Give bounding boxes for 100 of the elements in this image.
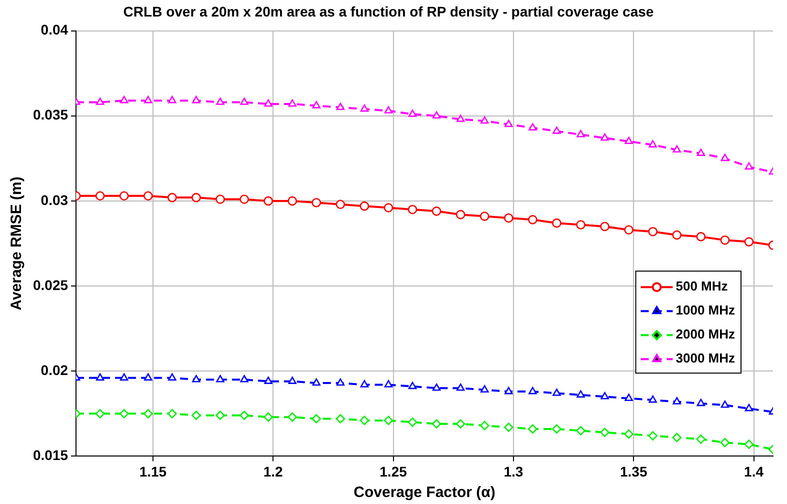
point: [360, 416, 370, 426]
point: [576, 220, 586, 230]
point: [288, 376, 296, 384]
point: [216, 98, 224, 105]
point: [216, 374, 224, 382]
point: [456, 419, 466, 429]
point: [576, 130, 585, 138]
point: [384, 106, 393, 114]
point: [720, 154, 730, 162]
point: [552, 126, 561, 134]
point: [600, 133, 609, 141]
point: [192, 192, 201, 202]
point: [384, 203, 394, 212]
x-tick-label: 1.35: [620, 463, 648, 480]
point: [672, 145, 681, 153]
point: [552, 388, 561, 396]
point: [288, 99, 296, 107]
point: [744, 404, 754, 412]
point: [336, 378, 345, 386]
point: [240, 98, 248, 105]
x-tick-label: 1.3: [504, 463, 524, 480]
point: [624, 394, 633, 401]
point: [504, 120, 513, 128]
point: [696, 148, 706, 156]
point: [552, 218, 562, 228]
y-tick-label: 0.035: [32, 106, 68, 123]
legend-label: 1000 MHz: [676, 302, 736, 318]
y-axis-title: Average RMSE (m): [8, 176, 26, 310]
point: [168, 409, 177, 418]
point: [600, 222, 610, 232]
point: [744, 237, 754, 246]
x-tick-label: 1.4: [744, 463, 764, 480]
point: [336, 414, 346, 424]
point: [360, 201, 370, 211]
point: [432, 383, 441, 391]
point: [456, 114, 465, 122]
point: [96, 373, 104, 381]
point: [168, 192, 177, 202]
point: [312, 378, 320, 386]
point: [528, 215, 538, 224]
point: [192, 410, 201, 420]
point: [624, 225, 634, 235]
point: [504, 386, 513, 394]
point: [216, 410, 225, 420]
y-tick-label: 0.04: [40, 22, 68, 38]
point: [528, 123, 537, 130]
y-tick-label: 0.025: [32, 276, 68, 293]
point: [312, 414, 322, 424]
point: [696, 398, 706, 406]
point: [744, 440, 754, 449]
point: [240, 374, 248, 382]
point: [360, 380, 369, 388]
point: [480, 212, 490, 221]
point: [504, 213, 514, 223]
point: [528, 386, 537, 394]
point: [144, 96, 152, 104]
point: [360, 104, 369, 112]
point: [240, 410, 249, 420]
y-tick-label: 0.03: [40, 192, 68, 208]
point: [576, 426, 586, 436]
point: [119, 191, 129, 201]
point: [264, 412, 273, 422]
point: [336, 200, 346, 210]
point: [288, 196, 297, 206]
point: [720, 400, 730, 408]
point: [119, 409, 129, 418]
legend-label: 500 MHz: [676, 278, 728, 294]
point: [432, 206, 442, 216]
point: [95, 191, 105, 201]
point: [408, 204, 418, 214]
point: [648, 395, 657, 403]
point: [408, 418, 418, 427]
point: [576, 390, 585, 398]
point: [432, 111, 441, 119]
point: [528, 424, 538, 434]
point: [384, 380, 393, 388]
point: [672, 432, 682, 442]
point: [600, 428, 610, 438]
point: [143, 409, 153, 418]
point: [120, 96, 128, 104]
point: [432, 419, 442, 429]
point: [264, 99, 272, 107]
point: [192, 96, 200, 104]
point: [264, 376, 272, 384]
point: [696, 434, 706, 444]
point: [648, 431, 658, 440]
y-tick-label: 0.02: [40, 362, 68, 378]
point: [143, 191, 153, 201]
point: [552, 424, 562, 434]
chart-title: CRLB over a 20m x 20m area as a function of RP density - partial coverage case: [123, 3, 654, 20]
x-axis-title: Coverage Factor (α): [354, 484, 496, 502]
point: [624, 136, 633, 144]
point: [456, 210, 466, 220]
point: [216, 194, 225, 204]
point: [648, 140, 657, 148]
x-tick-label: 1.15: [139, 463, 167, 480]
legend-label: 2000 MHz: [676, 326, 736, 342]
legend-label: 3000 MHz: [676, 350, 736, 366]
point: [720, 235, 730, 245]
point: [288, 412, 297, 422]
